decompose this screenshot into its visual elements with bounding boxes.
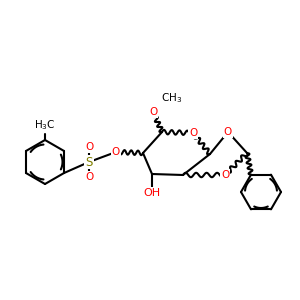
Text: O: O — [85, 172, 93, 182]
Text: S: S — [85, 155, 93, 169]
Text: O: O — [189, 128, 197, 138]
Text: O: O — [149, 107, 157, 117]
Text: H$_3$C: H$_3$C — [34, 118, 56, 132]
Text: O: O — [224, 127, 232, 137]
Text: O: O — [85, 142, 93, 152]
Text: O: O — [112, 147, 120, 157]
Text: OH: OH — [143, 188, 161, 198]
Text: O: O — [221, 170, 229, 180]
Text: CH$_3$: CH$_3$ — [161, 91, 182, 105]
